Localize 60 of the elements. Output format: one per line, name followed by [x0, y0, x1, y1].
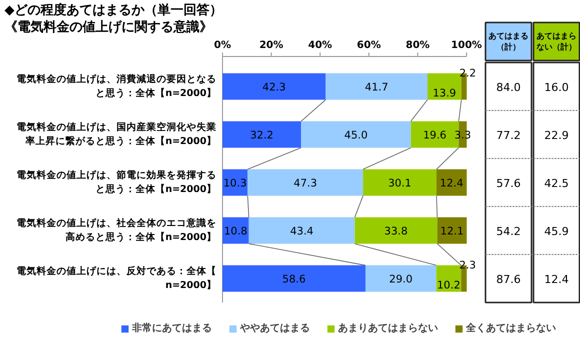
text: 87.6	[496, 273, 521, 286]
data-label: 13.9	[432, 88, 456, 100]
legend-label: 全くあてはまらない	[466, 322, 556, 335]
legend-label: ややあてはまる	[240, 322, 310, 335]
data-label: 43.4	[290, 226, 314, 238]
bar	[354, 217, 438, 244]
data-label: 45.0	[344, 130, 368, 142]
data-label: 47.3	[294, 178, 318, 190]
text: 84.0	[496, 81, 521, 94]
text: 16.0	[544, 81, 569, 94]
bar	[437, 217, 467, 244]
data-label: 41.7	[364, 82, 388, 94]
data-label: 12.4	[440, 178, 464, 190]
data-label: 29.0	[389, 274, 413, 286]
data-label: 2.3	[459, 260, 476, 272]
text: 42.5	[544, 177, 569, 190]
x-tick-label: 40%	[308, 40, 332, 51]
bar	[427, 73, 462, 100]
y-tick-label: 電気料金の値上げは、消費減退の要因となると思う：全体【n=2000】	[16, 73, 217, 99]
y-tick-label: 電気料金の値上げは、節電に効果を発揮すると思う：全体【n=2000】	[16, 169, 217, 195]
bar	[222, 121, 302, 148]
data-label: 33.8	[384, 226, 408, 238]
x-tick-label: 20%	[259, 40, 284, 51]
bar	[248, 217, 355, 244]
bar	[248, 169, 364, 196]
text: 77.2	[496, 129, 521, 142]
x-tick-label: 60%	[356, 40, 381, 51]
legend-label: あまりあてはまらない	[338, 322, 438, 335]
data-label: 10.2	[437, 280, 460, 292]
legend-label: 非常にあてはまる	[132, 322, 212, 335]
y-tick-label: 電気料金の値上げは、社会全体のエコ意識を高めると思う：全体【n=2000】	[16, 217, 217, 243]
text: 《電気料金の値上げに関する意識》	[4, 19, 212, 35]
x-tick-label: 80%	[406, 40, 430, 51]
bar	[363, 169, 436, 196]
bar	[326, 73, 428, 100]
text: 12.4	[544, 273, 569, 286]
bar	[222, 265, 366, 292]
text: ◆どの程度あてはまるか（単一回答）	[4, 2, 222, 18]
bar	[365, 265, 436, 292]
x-tick-label: 0%	[214, 40, 231, 51]
y-tick-label: 電気料金の値上げには、反対である：全体【n=2000】	[16, 265, 217, 291]
data-label: 19.6	[423, 130, 447, 142]
text: 45.9	[544, 225, 569, 238]
text: 22.9	[544, 129, 569, 142]
bar	[222, 73, 326, 100]
data-label: 10.8	[224, 226, 248, 238]
category-label: あてはまらない（計）	[536, 31, 576, 52]
data-label: 10.3	[223, 178, 247, 190]
data-label: 42.3	[262, 82, 286, 94]
text: 57.6	[496, 177, 521, 190]
data-label: 12.1	[440, 226, 464, 238]
data-label: 2.2	[459, 68, 476, 80]
category-label: あてはまる（計）	[488, 31, 528, 52]
data-label: 32.2	[250, 130, 274, 142]
bar	[301, 121, 411, 148]
text: 54.2	[496, 225, 521, 238]
data-label: 58.6	[282, 274, 306, 286]
y-tick-label: 電気料金の値上げは、国内産業空洞化や失業率上昇に繋がると思う：全体【n=2000】	[16, 121, 217, 147]
x-tick-label: 100%	[451, 40, 482, 51]
data-label: 30.1	[388, 178, 412, 190]
